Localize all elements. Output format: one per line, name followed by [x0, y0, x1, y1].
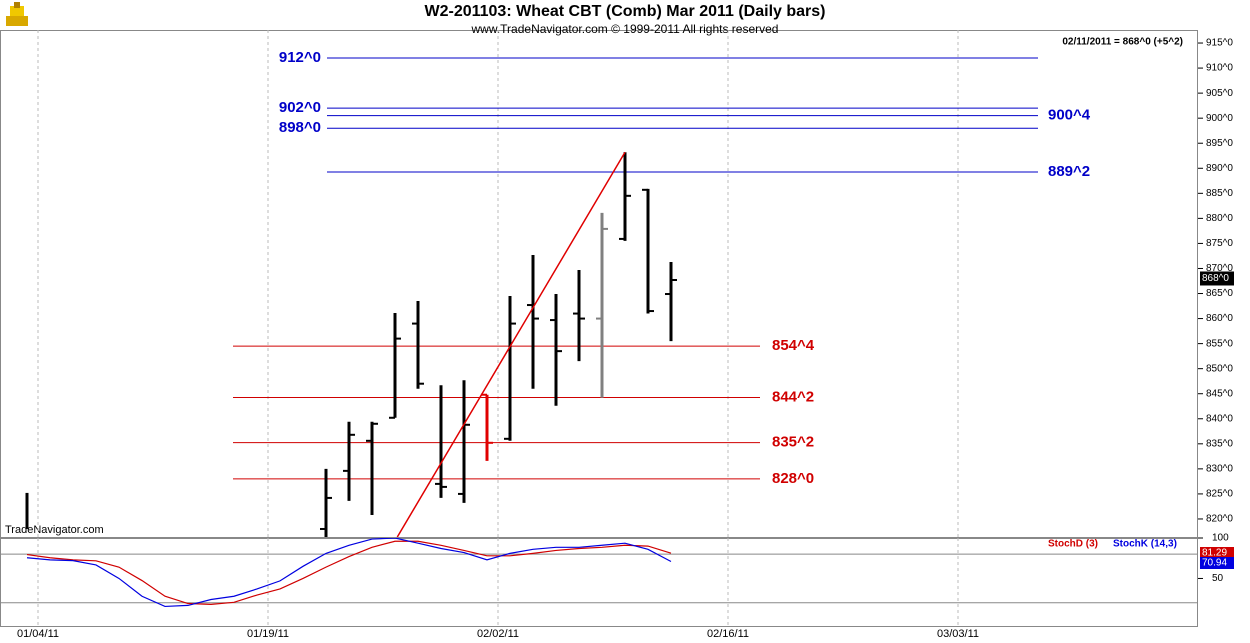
level-label: 898^0: [279, 119, 321, 136]
y-tick-label: 895^0: [1206, 138, 1233, 149]
last-value-box: [1200, 557, 1234, 569]
legend-entry: StochK (14,3): [1113, 539, 1177, 550]
x-tick-label: 02/02/11: [477, 628, 519, 640]
axes: 01/04/11 01/19/11 02/02/11 02/16/11 03/03/11…: [17, 38, 1234, 640]
y-tick-label: 845^0: [1206, 388, 1233, 399]
y-tick-label: 855^0: [1206, 338, 1233, 349]
x-tick-label: 01/04/11: [17, 628, 59, 640]
stoch-line: [26, 538, 672, 608]
price-plot: 912^0 902^0 900^4 898^0 889^2 854^4 844^2 835^2…: [25, 30, 1091, 537]
level-label: 912^0: [279, 49, 321, 66]
title: W2-201103: Wheat CBT (Comb) Mar 2011 (Da…: [424, 3, 825, 20]
y-tick-label: 840^0: [1206, 413, 1233, 424]
last-value-label: 81.29: [1202, 548, 1227, 559]
stoch-line: [26, 540, 672, 605]
y-tick-label: 825^0: [1206, 489, 1233, 500]
level-label: 902^0: [279, 99, 321, 116]
y-tick-label: 885^0: [1206, 188, 1233, 199]
y-tick-label: 870^0: [1206, 263, 1233, 274]
quote: 02/11/2011 = 868^0 (+5^2): [1062, 37, 1183, 48]
last-value-box: [1200, 547, 1234, 559]
level-label: 835^2: [772, 434, 814, 451]
stoch-plot: [0, 538, 1198, 627]
last-price-label: 868^0: [1202, 273, 1229, 284]
logo: [6, 2, 28, 26]
watermark: TradeNavigator.com: [5, 524, 104, 536]
y-tick-label: 915^0: [1206, 38, 1233, 49]
y-tick-label: 100: [1212, 533, 1229, 544]
trendline: [396, 151, 626, 537]
level-label: 844^2: [772, 388, 814, 405]
y-tick-label: 860^0: [1206, 313, 1233, 324]
last-value-label: 70.94: [1202, 558, 1227, 569]
y-tick-label: 900^0: [1206, 113, 1233, 124]
y-tick-label: 850^0: [1206, 363, 1233, 374]
y-tick-label: 880^0: [1206, 213, 1233, 224]
x-tick-label: 02/16/11: [707, 628, 749, 640]
legend-entry: StochD (3): [1048, 539, 1098, 550]
y-tick-label: 910^0: [1206, 63, 1233, 74]
level-label: 828^0: [772, 470, 814, 487]
price-panel-frame: [0, 30, 1198, 538]
stoch-panel-frame: [0, 538, 1198, 627]
y-tick-label: 905^0: [1206, 88, 1233, 99]
level-label: 900^4: [1048, 107, 1091, 124]
y-tick-label: 890^0: [1206, 163, 1233, 174]
level-label: 889^2: [1048, 163, 1090, 180]
level-label: 854^4: [772, 337, 815, 354]
x-tick-label: 01/19/11: [247, 628, 289, 640]
subtitle: www.TradeNavigator.com © 1999-2011 All r…: [471, 22, 779, 36]
y-tick-label: 820^0: [1206, 514, 1233, 525]
y-tick-label: 835^0: [1206, 438, 1233, 449]
y-tick-label: 50: [1212, 573, 1224, 584]
x-tick-label: 03/03/11: [937, 628, 979, 640]
y-tick-label: 830^0: [1206, 464, 1233, 475]
y-tick-label: 865^0: [1206, 288, 1233, 299]
last-price-box: [1200, 271, 1234, 286]
y-tick-label: 875^0: [1206, 238, 1233, 249]
